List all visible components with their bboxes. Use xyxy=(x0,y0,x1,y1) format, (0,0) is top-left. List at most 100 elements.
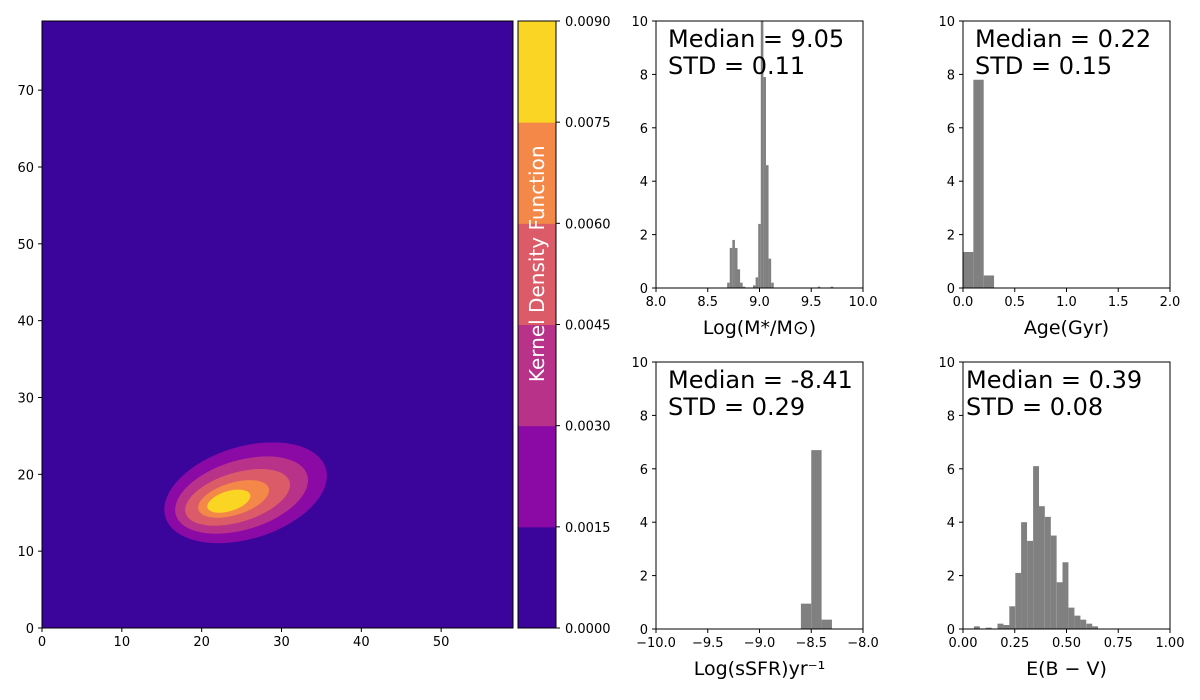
colorbar-tick-label: 0.0090 xyxy=(565,15,611,30)
hist-y-tick-label: 6 xyxy=(947,122,955,137)
std-label: STD xyxy=(668,52,716,80)
hist-bar xyxy=(1009,606,1016,629)
median-label: Median xyxy=(966,366,1053,394)
hist-bar xyxy=(742,286,746,288)
hist-std-text: STD = 0.29 xyxy=(668,393,805,421)
hist-bar xyxy=(727,282,730,288)
kde-y-tick-label: 70 xyxy=(17,84,34,99)
std-equals: = xyxy=(1014,393,1049,421)
hist-y-tick-label: 8 xyxy=(947,68,955,83)
hist-std-text: STD = 0.11 xyxy=(668,52,805,80)
hist-y-tick-label: 10 xyxy=(631,15,648,30)
hist-panel-mass: 8.0 8.5 9.0 9.5 10.0 0 2 4 6 8 10 Log(M*/M⊙) Median … xyxy=(631,15,877,339)
std-label: STD xyxy=(975,52,1023,80)
hist-median-text: Median = -8.41 xyxy=(668,366,853,394)
hist-x-axis-label: Log(M*/M⊙) xyxy=(703,317,816,339)
hist-y-tick-label: 10 xyxy=(631,356,648,371)
hist-std-text: STD = 0.15 xyxy=(975,52,1112,80)
median-equals: = xyxy=(1062,25,1097,53)
hist-bar xyxy=(771,282,774,288)
std-value: 0.08 xyxy=(1050,393,1103,421)
hist-y-tick-label: 2 xyxy=(640,570,648,585)
kde-x-tick-label: 20 xyxy=(193,635,210,650)
hist-x-tick-label: 8.5 xyxy=(697,295,718,310)
median-label: Median xyxy=(975,25,1062,53)
hist-bar xyxy=(973,626,980,629)
std-equals: = xyxy=(716,393,751,421)
hist-y-tick-label: 4 xyxy=(947,516,955,531)
colorbar-tick-label: 0.0060 xyxy=(565,217,611,232)
median-equals: = xyxy=(755,25,790,53)
hist-bar xyxy=(1056,582,1063,629)
hist-bar xyxy=(973,79,984,289)
hist-x-axis-label: Log(sSFR)yr⁻¹ xyxy=(694,658,826,680)
hist-bar xyxy=(737,269,741,288)
colorbar-tick-label: 0.0045 xyxy=(565,319,611,334)
kde-y-tick-label: 40 xyxy=(17,315,34,330)
kde-panel: 0 10 20 30 40 50 0 10 20 30 40 50 60 70 xyxy=(17,20,514,650)
hist-std-text: STD = 0.08 xyxy=(966,393,1103,421)
kde-frame xyxy=(41,20,514,629)
hist-x-tick-label: 0.50 xyxy=(1052,636,1081,651)
hist-bar xyxy=(732,239,735,288)
colorbar: 0.0000 0.0015 0.0030 0.0045 0.0060 0.0075 0.00… xyxy=(517,15,611,637)
kde-y-tick-label: 10 xyxy=(17,545,34,560)
colorbar-band xyxy=(518,324,556,427)
hist-bar xyxy=(734,247,738,288)
hist-bar xyxy=(1068,607,1075,629)
hist-bar xyxy=(817,286,821,288)
hist-bar xyxy=(760,21,764,288)
hist-bar xyxy=(1038,506,1045,629)
median-value: 0.22 xyxy=(1098,25,1151,53)
hist-bar xyxy=(758,223,761,288)
hist-median-text: Median = 9.05 xyxy=(668,25,844,53)
median-value: -8.41 xyxy=(791,366,853,394)
std-value: 0.11 xyxy=(752,52,805,80)
hist-y-tick-label: 4 xyxy=(947,175,955,190)
hist-bar xyxy=(1033,466,1040,629)
kde-x-tick-label: 0 xyxy=(38,635,46,650)
colorbar-band xyxy=(518,425,556,528)
hist-bar xyxy=(1074,615,1081,629)
colorbar-band xyxy=(518,122,556,224)
hist-x-tick-label: −8.0 xyxy=(847,636,879,651)
hist-bar xyxy=(768,258,772,288)
hist-y-tick-label: 2 xyxy=(947,229,955,244)
colorbar-tick-label: 0.0075 xyxy=(565,116,611,131)
median-label: Median xyxy=(668,25,755,53)
hist-bar xyxy=(1080,619,1087,629)
hist-bar xyxy=(740,282,743,288)
hist-bar xyxy=(1044,516,1051,629)
hist-x-tick-label: 1.0 xyxy=(1056,295,1077,310)
colorbar-band xyxy=(518,223,556,325)
hist-bar xyxy=(1050,535,1057,629)
hist-x-tick-label: 0.00 xyxy=(949,636,978,651)
hist-bar xyxy=(830,286,834,288)
hist-x-tick-label: 1.00 xyxy=(1156,636,1185,651)
median-value: 9.05 xyxy=(791,25,844,53)
hist-y-tick-label: 2 xyxy=(947,570,955,585)
hist-bar xyxy=(1062,562,1069,629)
hist-y-tick-label: 0 xyxy=(640,623,648,638)
kde-x-tick-label: 40 xyxy=(353,635,370,650)
hist-bar xyxy=(765,165,769,288)
hist-bar xyxy=(763,77,766,288)
hist-x-tick-label: 10.0 xyxy=(849,295,878,310)
std-value: 0.15 xyxy=(1059,52,1112,80)
std-label: STD xyxy=(966,393,1014,421)
hist-y-tick-label: 2 xyxy=(640,229,648,244)
hist-x-tick-label: 9.0 xyxy=(749,295,770,310)
hist-bar xyxy=(753,285,756,288)
hist-bar xyxy=(1092,626,1099,629)
kde-x-tick-label: 50 xyxy=(433,635,450,650)
hist-x-tick-label: 1.5 xyxy=(1108,295,1129,310)
kde-y-tick-label: 60 xyxy=(17,161,34,176)
hist-bar xyxy=(1021,522,1028,629)
colorbar-band xyxy=(518,21,556,123)
kde-x-tick-label: 30 xyxy=(273,635,290,650)
hist-y-tick-label: 8 xyxy=(640,68,648,83)
hist-y-tick-label: 8 xyxy=(640,409,648,424)
std-equals: = xyxy=(716,52,751,80)
hist-x-tick-label: 0.5 xyxy=(1004,295,1025,310)
